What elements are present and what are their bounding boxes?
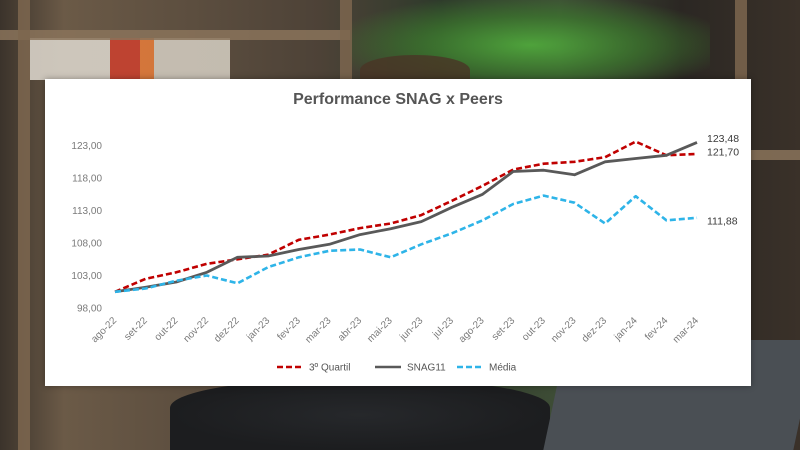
series-line-3-quartil [114,140,698,293]
presenter-body [170,380,550,450]
end-value-label: 121,70 [707,146,739,158]
shelf-post [340,0,352,90]
x-tick-label: mai-23 [365,315,395,345]
series-line-m-dia [114,194,698,294]
chart-title: Performance SNAG x Peers [293,91,503,108]
x-tick-label: mar-24 [671,315,701,345]
x-tick-label: nov-22 [182,315,212,345]
x-tick-label: abr-23 [336,315,365,344]
line-chart: 98,00 103,00 108,00 113,00 118,00 123,00 ago-… [71,133,739,374]
x-tick-label: ago-22 [89,315,119,345]
x-tick-label: jan-24 [612,315,640,343]
y-tick-label: 113,00 [72,206,102,217]
x-tick-label: ago-23 [457,315,487,345]
series-lines [114,140,698,294]
chart-card: Performance SNAG x Peers 98,00 103,00 108,… [45,79,751,386]
x-tick-label: jun-23 [397,315,425,343]
x-tick-label: set-23 [490,315,518,343]
x-tick-label: fev-24 [643,315,671,343]
x-axis: ago-22 set-22 out-22 nov-22 dez-22 jan-23 fev-… [89,315,701,345]
end-value-label: 123,48 [707,133,739,145]
legend: 3º Quartil SNAG11 Média [277,363,517,374]
y-tick-label: 108,00 [71,239,102,250]
end-value-label: 111,88 [707,215,738,227]
legend-label: Média [489,363,517,374]
x-tick-label: jan-23 [244,315,272,343]
y-tick-label: 118,00 [72,174,102,185]
x-tick-label: out-22 [153,315,181,343]
x-tick-label: set-22 [122,315,150,343]
legend-label: 3º Quartil [309,363,350,374]
legend-label: SNAG11 [407,363,446,374]
shelf-board [0,30,350,40]
y-tick-label: 98,00 [77,304,102,315]
x-tick-label: jul-23 [430,315,456,341]
x-tick-label: fev-23 [275,315,303,343]
x-tick-label: nov-23 [549,315,579,345]
y-tick-label: 123,00 [71,141,102,152]
x-tick-label: mar-23 [303,315,333,345]
y-tick-label: 103,00 [71,271,102,282]
x-tick-label: out-23 [520,315,548,343]
series-line-snag11 [114,141,698,294]
y-axis: 98,00 103,00 108,00 113,00 118,00 123,00 [71,141,102,315]
shelf-post [18,0,30,450]
x-tick-label: dez-23 [580,315,610,345]
x-tick-label: dez-22 [212,315,242,345]
books-on-shelf [30,38,230,80]
